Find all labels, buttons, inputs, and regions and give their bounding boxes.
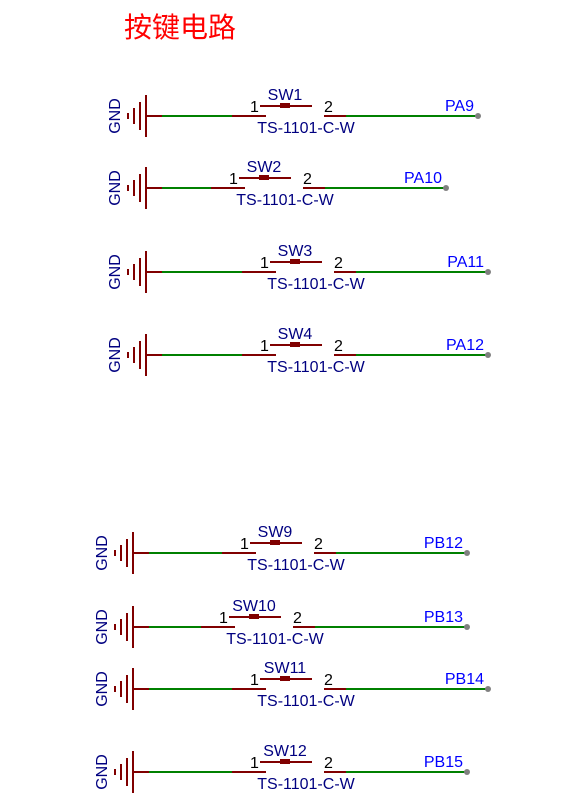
switch-part-number: TS-1101-C-W [236, 192, 334, 209]
switch-part-number: TS-1101-C-W [267, 359, 365, 376]
pin2-number: 2 [303, 171, 312, 188]
ground-symbol-icon [128, 95, 162, 137]
pin2-number: 2 [324, 672, 333, 689]
gnd-label: GND [94, 535, 111, 571]
net-label: PB14 [445, 671, 484, 688]
pin2-number: 2 [324, 99, 333, 116]
switch-designator: SW10 [232, 598, 276, 615]
gnd-label: GND [107, 170, 124, 206]
pin2-number: 2 [334, 255, 343, 272]
gnd-label: GND [94, 609, 111, 645]
switch-designator: SW11 [264, 660, 306, 677]
switch-circuit-sw2: GND 1 2 SW2 TS-1101-C-W PA10 [107, 159, 449, 209]
switch-designator: SW1 [268, 87, 303, 104]
switch-part-number: TS-1101-C-W [267, 276, 365, 293]
pin1-number: 1 [250, 99, 259, 116]
switch-part-number: TS-1101-C-W [257, 693, 355, 710]
switch-part-number: TS-1101-C-W [257, 120, 355, 137]
switch-designator: SW2 [247, 159, 282, 176]
net-junction-dot [464, 769, 470, 775]
net-label: PA12 [446, 337, 484, 354]
pin1-number: 1 [250, 755, 259, 772]
pin1-number: 1 [219, 610, 228, 627]
gnd-label: GND [94, 754, 111, 790]
ground-symbol-icon [115, 532, 149, 574]
pin2-number: 2 [314, 536, 323, 553]
switch-circuit-sw4: GND 1 2 SW4 TS-1101-C-W PA12 [107, 326, 491, 376]
gnd-label: GND [107, 254, 124, 290]
pin1-number: 1 [260, 255, 269, 272]
net-junction-dot [485, 352, 491, 358]
net-label: PA9 [445, 98, 474, 115]
switch-designator: SW3 [278, 243, 313, 260]
ground-symbol-icon [128, 251, 162, 293]
pin2-number: 2 [293, 610, 302, 627]
net-junction-dot [485, 686, 491, 692]
pin1-number: 1 [240, 536, 249, 553]
pin1-number: 1 [260, 338, 269, 355]
switch-designator: SW4 [278, 326, 313, 343]
switch-circuit-sw12: GND 1 2 SW12 TS-1101-C-W PB15 [94, 743, 470, 793]
switch-part-number: TS-1101-C-W [257, 776, 355, 793]
net-junction-dot [485, 269, 491, 275]
net-label: PB12 [424, 535, 463, 552]
ground-symbol-icon [115, 751, 149, 793]
net-label: PB13 [424, 609, 463, 626]
ground-symbol-icon [128, 334, 162, 376]
switch-circuit-sw10: GND 1 2 SW10 TS-1101-C-W PB13 [94, 598, 470, 648]
ground-symbol-icon [115, 668, 149, 710]
pin2-number: 2 [334, 338, 343, 355]
switch-part-number: TS-1101-C-W [247, 557, 345, 574]
switch-circuit-sw11: GND 1 2 SW11 TS-1101-C-W PB14 [94, 660, 491, 710]
net-label: PA11 [447, 254, 484, 271]
pin1-number: 1 [250, 672, 259, 689]
switch-circuit-sw3: GND 1 2 SW3 TS-1101-C-W PA11 [107, 243, 491, 293]
switch-designator: SW12 [263, 743, 307, 760]
pin1-number: 1 [229, 171, 238, 188]
net-junction-dot [464, 624, 470, 630]
switch-circuit-sw9: GND 1 2 SW9 TS-1101-C-W PB12 [94, 524, 470, 574]
net-junction-dot [475, 113, 481, 119]
switch-designator: SW9 [258, 524, 293, 541]
switch-part-number: TS-1101-C-W [226, 631, 324, 648]
net-label: PB15 [424, 754, 463, 771]
net-junction-dot [464, 550, 470, 556]
gnd-label: GND [94, 671, 111, 707]
pin2-number: 2 [324, 755, 333, 772]
ground-symbol-icon [128, 167, 162, 209]
gnd-label: GND [107, 98, 124, 134]
gnd-label: GND [107, 337, 124, 373]
net-junction-dot [443, 185, 449, 191]
net-label: PA10 [404, 170, 442, 187]
switch-circuit-sw1: GND 1 2 SW1 TS-1101-C-W PA9 [107, 87, 481, 137]
ground-symbol-icon [115, 606, 149, 648]
